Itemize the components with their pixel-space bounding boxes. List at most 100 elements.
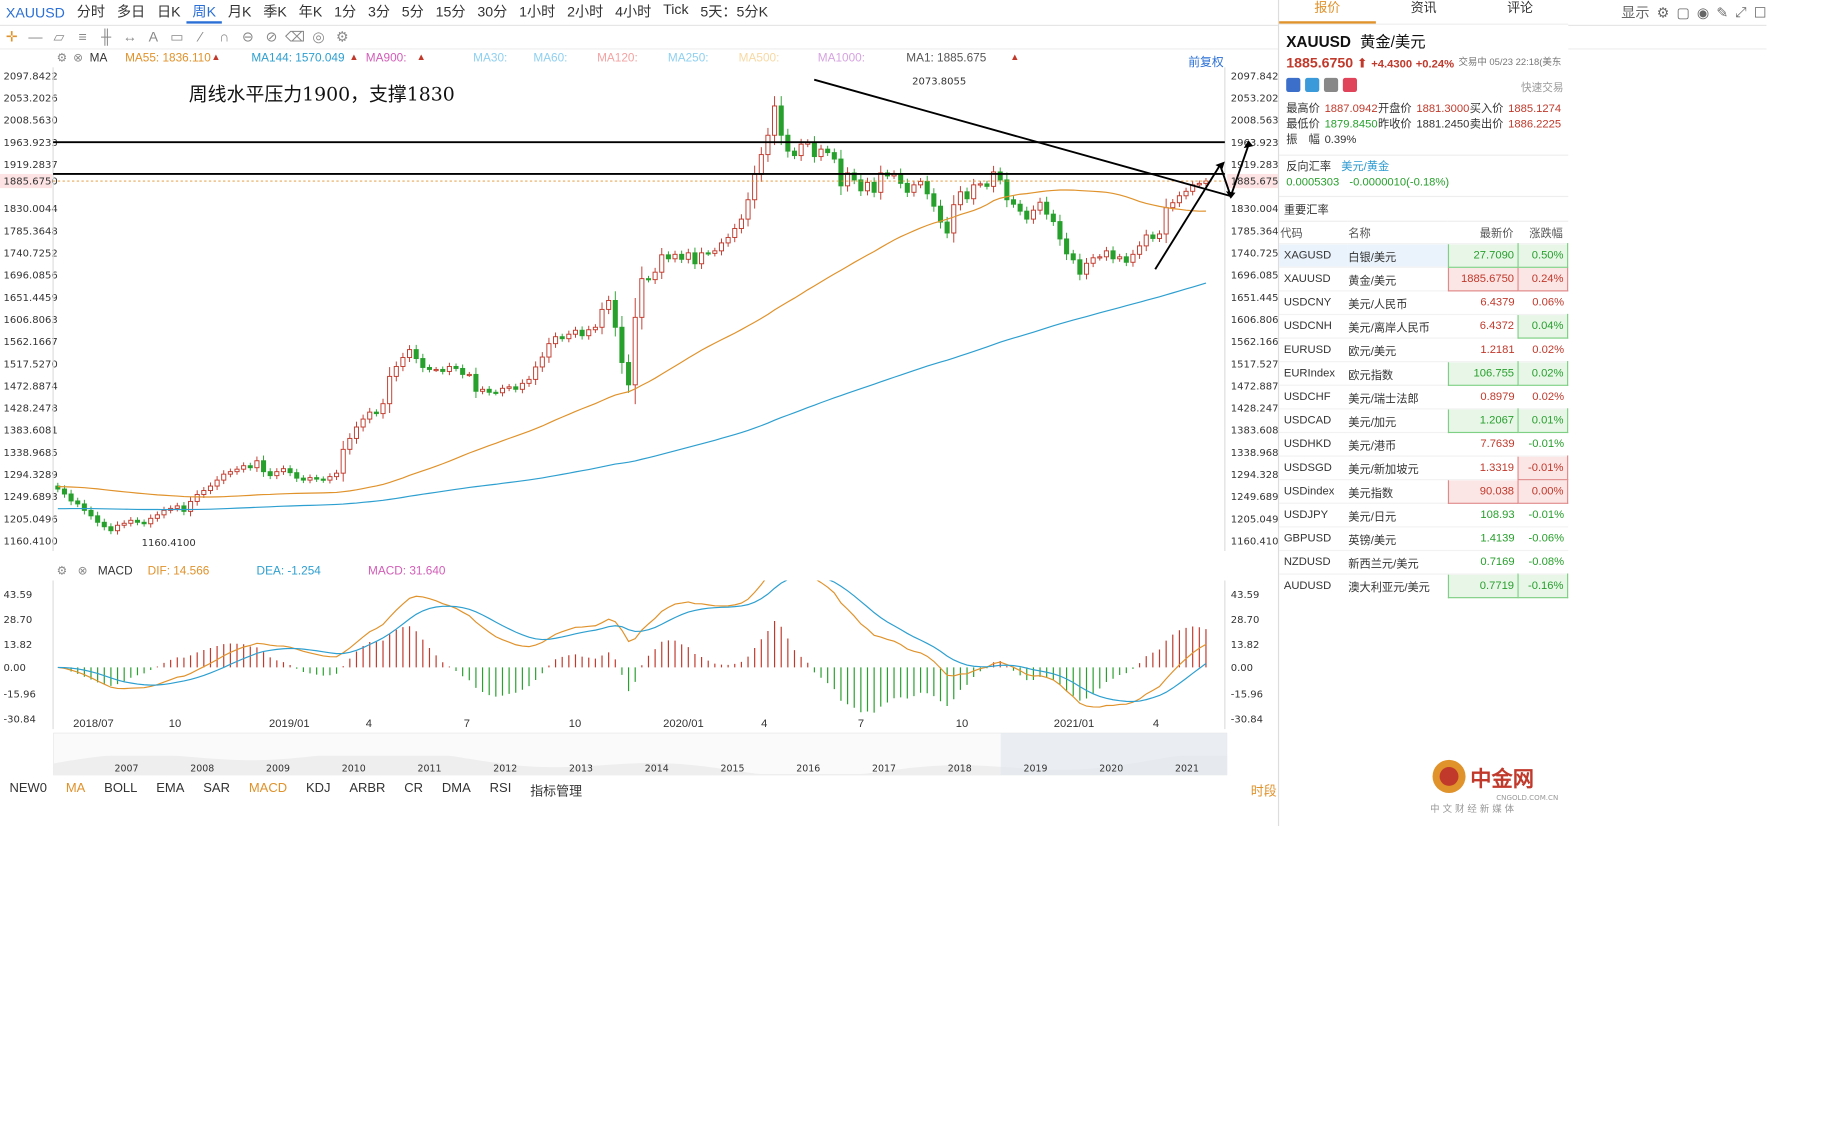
share-icon[interactable] — [1305, 77, 1320, 93]
note-icon[interactable] — [1323, 77, 1339, 93]
rate-row[interactable]: USDJPY 美元/日元 108.93 -0.01% — [1279, 502, 1568, 527]
panel-tab-0[interactable]: 报价 — [1279, 0, 1376, 24]
close-icon[interactable]: ⊗ — [73, 51, 84, 65]
rate-row[interactable]: EURIndex 欧元指数 106.755 0.02% — [1279, 361, 1569, 386]
lock-icon[interactable]: ⊖ — [241, 28, 254, 45]
fib-tool-icon[interactable]: ≡ — [78, 28, 87, 45]
settings-icon[interactable]: ⚙ — [1656, 4, 1670, 21]
timeframe-5[interactable]: 季K — [263, 3, 287, 21]
rate-row[interactable]: USDSGD 美元/新加坡元 1.3319 -0.01% — [1279, 455, 1569, 481]
panel-tab-2[interactable]: 评论 — [1507, 1, 1534, 16]
rate-row[interactable]: USDHKD 美元/港币 7.7639 -0.01% — [1279, 431, 1568, 457]
candle — [971, 178, 977, 205]
timeframe-13[interactable]: 2小时 — [567, 3, 604, 21]
globe-icon[interactable] — [1286, 77, 1301, 93]
y-tick-label: 1205.0496 — [4, 514, 58, 525]
timeframe-8[interactable]: 3分 — [367, 3, 390, 21]
comment-tool-icon[interactable]: ▭ — [170, 28, 184, 45]
time-navigator[interactable]: 2007 2008 2009 2010 2011 2012 2013 2014 2015 2016… — [53, 732, 1228, 776]
panel-tab-1[interactable]: 资讯 — [1410, 1, 1437, 16]
hide-icon[interactable]: ⊘ — [265, 28, 278, 45]
rate-price: 106.755 — [1447, 361, 1519, 386]
camera-icon[interactable]: ◉ — [1696, 4, 1710, 21]
timeframe-2[interactable]: 日K — [156, 3, 181, 21]
timeframe-15[interactable]: Tick — [663, 1, 689, 18]
indicator-4[interactable]: SAR — [203, 781, 230, 796]
timeframe-14[interactable]: 4小时 — [615, 3, 652, 21]
adjust-button[interactable]: 前复权 — [1188, 56, 1224, 70]
display-menu[interactable]: 显示 — [1621, 4, 1650, 22]
brush-tool-icon[interactable]: ⁄ — [199, 28, 202, 45]
ma-legend-item: MA30: — [473, 51, 508, 65]
gear-icon[interactable]: ⚙ — [56, 51, 68, 65]
indicator-0[interactable]: NEW0 — [9, 781, 47, 796]
rate-row[interactable]: USDCNH 美元/离岸人民币 6.4372 0.04% — [1279, 313, 1569, 339]
timeframe-11[interactable]: 30分 — [477, 3, 508, 21]
candle — [553, 332, 559, 348]
rate-name: 白银/美元 — [1347, 243, 1448, 268]
indicator-10[interactable]: RSI — [489, 781, 512, 796]
timeframe-0[interactable]: 分时 — [76, 3, 106, 21]
gear-small-icon[interactable]: ⚙ — [335, 28, 349, 45]
candle — [1110, 246, 1116, 264]
indicator-9[interactable]: DMA — [441, 781, 471, 796]
quick-trade-button[interactable]: 快速交易 — [1521, 81, 1564, 94]
layout-icon[interactable]: ▢ — [1676, 4, 1690, 21]
timeframe-10[interactable]: 15分 — [435, 3, 466, 21]
pitchfork-tool-icon[interactable]: ╫ — [101, 28, 112, 45]
candle — [373, 409, 379, 417]
symbol-label[interactable]: XAUUSD — [5, 4, 65, 21]
indicator-7[interactable]: ARBR — [349, 781, 386, 796]
window-icon[interactable]: ☐ — [1753, 4, 1767, 21]
eye-icon[interactable]: ◎ — [312, 28, 325, 45]
line-tool-icon[interactable]: — — [28, 28, 43, 45]
rate-row[interactable]: XAGUSD 白银/美元 27.7090 0.50% — [1279, 243, 1569, 268]
y-tick-label: 1338.9685 — [1231, 448, 1278, 459]
favorite-icon[interactable] — [1342, 77, 1357, 93]
macd-close-icon[interactable]: ⊗ — [77, 565, 88, 579]
fullscreen-icon[interactable]: ⤢ — [1735, 3, 1747, 21]
indicator-5[interactable]: MACD — [248, 781, 288, 796]
arrow-tool-icon[interactable]: ↔ — [122, 28, 137, 45]
y-tick-label: 1830.0044 — [4, 204, 58, 215]
time-period-button[interactable]: 时段 — [1250, 784, 1277, 799]
timeframe-4[interactable]: 月K — [227, 3, 252, 21]
text-tool-icon[interactable]: A — [148, 28, 159, 45]
indicator-8[interactable]: CR — [404, 781, 424, 796]
candle — [911, 180, 917, 197]
navigator-window[interactable] — [1000, 732, 1228, 776]
timeframe-9[interactable]: 5分 — [401, 3, 424, 21]
trash-icon[interactable]: ⌫ — [284, 28, 306, 45]
indicator-1[interactable]: MA — [65, 781, 86, 796]
timeframe-16[interactable]: 5天：5分K — [700, 3, 769, 21]
indicator-2[interactable]: BOLL — [104, 781, 138, 796]
indicator-11[interactable]: 指标管理 — [530, 784, 583, 799]
timeframe-6[interactable]: 年K — [298, 3, 323, 21]
reverse-pair[interactable]: 美元/黄金 — [1341, 160, 1390, 174]
pen-icon[interactable]: ✎ — [1716, 4, 1729, 21]
rate-row[interactable]: NZDUSD 新西兰元/美元 0.7169 -0.08% — [1279, 549, 1568, 575]
candle — [718, 238, 725, 256]
rate-row[interactable]: AUDUSD 澳大利亚元/美元 0.7719 -0.16% — [1279, 573, 1569, 599]
rate-change: 0.06% — [1518, 290, 1568, 315]
rate-row[interactable]: EURUSD 欧元/美元 1.2181 0.02% — [1279, 337, 1568, 362]
rate-row[interactable]: USDCNY 美元/人民币 6.4379 0.06% — [1279, 290, 1568, 315]
macd-gear-icon[interactable]: ⚙ — [56, 565, 68, 579]
rate-name: 美元/加元 — [1347, 408, 1448, 433]
rate-row[interactable]: USDCHF 美元/瑞士法郎 0.8979 0.02% — [1279, 384, 1568, 409]
crosshair-icon[interactable]: ✛ — [5, 28, 18, 45]
rate-row[interactable]: GBPUSD 英镑/美元 1.4139 -0.06% — [1279, 526, 1568, 551]
rate-row[interactable]: XAUUSD 黄金/美元 1885.6750 0.24% — [1279, 266, 1569, 292]
timeframe-3[interactable]: 周K — [186, 1, 222, 24]
timeframe-7[interactable]: 1分 — [334, 3, 357, 21]
indicator-6[interactable]: KDJ — [305, 781, 331, 796]
timeframe-1[interactable]: 多日 — [116, 3, 146, 21]
indicator-3[interactable]: EMA — [156, 781, 185, 796]
rate-row[interactable]: USDindex 美元指数 90.038 0.00% — [1279, 479, 1569, 504]
quote-actions: 快速交易 — [1279, 76, 1568, 100]
magnet-icon[interactable]: ∩ — [219, 28, 230, 45]
x-tick-label: 4 — [761, 717, 768, 731]
channel-tool-icon[interactable]: ▱ — [53, 28, 65, 45]
timeframe-12[interactable]: 1小时 — [519, 3, 556, 21]
rate-row[interactable]: USDCAD 美元/加元 1.2067 0.01% — [1279, 408, 1569, 434]
